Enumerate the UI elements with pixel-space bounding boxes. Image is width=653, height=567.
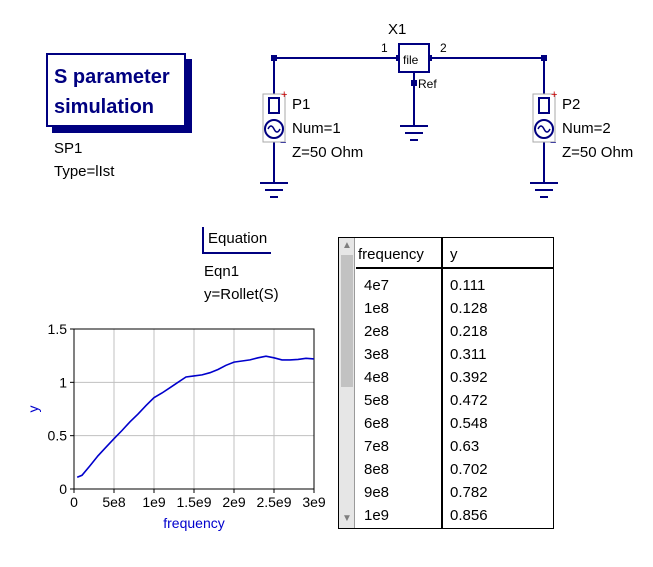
cell-y: 0.548	[450, 415, 488, 432]
cartesian-plot[interactable]: 0 5e8 1e9 1.5e9 2e9 2.5e9 3e9 0 0.5 1 1.5 frequen…	[0, 316, 330, 536]
equation-expression: y=Rollet(S)	[204, 286, 279, 303]
y-tick-label: 0.5	[48, 428, 68, 444]
cell-frequency: 7e8	[364, 438, 390, 455]
x-tick-label: 5e8	[102, 494, 126, 510]
cell-y: 0.702	[450, 461, 488, 478]
x1-pin2-label: 2	[440, 41, 447, 55]
p2-impedance: Z=50 Ohm	[562, 144, 634, 161]
junction-dot	[271, 55, 277, 61]
column-header-frequency: frequency	[358, 246, 424, 263]
chart-grid	[74, 329, 314, 489]
cell-y: 0.111	[450, 277, 486, 294]
p1-name: P1	[292, 96, 311, 113]
x-tick-label: 1e9	[142, 494, 166, 510]
cell-y: 0.311	[450, 346, 487, 363]
equation-block[interactable]: Equation	[202, 227, 272, 254]
chart-series	[76, 355, 315, 478]
junction-dot	[541, 55, 547, 61]
cell-frequency: 4e7	[364, 277, 390, 294]
p2-minus-marker: −	[550, 137, 556, 149]
cell-frequency: 2e8	[364, 323, 390, 340]
y-tick-label: 1.5	[48, 321, 68, 337]
cell-frequency: 9e8	[364, 484, 390, 501]
cell-frequency: 1e8	[364, 300, 390, 317]
cell-y: 0.392	[450, 369, 488, 386]
scroll-up-icon[interactable]: ▲	[342, 240, 352, 251]
equation-tag-label: Equation	[208, 230, 268, 247]
sim-title-line2: simulation	[54, 96, 155, 118]
p1-minus-marker: −	[280, 137, 286, 149]
cell-frequency: 4e8	[364, 369, 390, 386]
cell-y: 0.128	[450, 300, 488, 317]
x-tick-label: 1.5e9	[176, 494, 211, 510]
sine-icon	[267, 125, 281, 133]
p2-plus-marker: +	[551, 89, 557, 101]
ground-p1-icon	[260, 182, 288, 198]
y-tick-label: 1	[59, 374, 67, 390]
table-scrollbar[interactable]: ▲ ▼	[339, 238, 355, 528]
p2-num: Num=2	[562, 120, 611, 137]
wire-x1-p2[interactable]	[429, 57, 545, 140]
cell-frequency: 5e8	[364, 392, 390, 409]
cell-y: 0.472	[450, 392, 488, 409]
sine-icon	[537, 125, 551, 133]
x1-name: X1	[388, 21, 407, 38]
x-tick-labels: 0 5e8 1e9 1.5e9 2e9 2.5e9 3e9	[70, 489, 326, 510]
y-axis-label: y	[25, 406, 41, 413]
cell-frequency: 1e9	[364, 507, 390, 524]
scrollbar-thumb[interactable]	[341, 255, 353, 387]
table-header	[356, 238, 553, 269]
column-header-y: y	[450, 246, 458, 263]
p2-resistor	[538, 97, 550, 114]
ground-p2-icon	[530, 182, 558, 198]
p1-num: Num=1	[292, 120, 341, 137]
cell-frequency: 8e8	[364, 461, 390, 478]
x-tick-label: 2.5e9	[256, 494, 291, 510]
scroll-down-icon[interactable]: ▼	[342, 513, 352, 524]
x1-ref-label: Ref	[418, 77, 437, 91]
cell-frequency: 6e8	[364, 415, 390, 432]
p2-name: P2	[562, 96, 581, 113]
x1-body-label: file	[403, 53, 419, 67]
cell-frequency: 3e8	[364, 346, 390, 363]
x-tick-label: 3e9	[302, 494, 326, 510]
p1-symbol[interactable]	[262, 93, 286, 143]
p1-plus-marker: +	[281, 89, 287, 101]
p1-resistor	[268, 97, 280, 114]
x-tick-label: 0	[70, 494, 78, 510]
sim-type: Type=lIst	[54, 163, 115, 180]
p1-impedance: Z=50 Ohm	[292, 144, 364, 161]
sp-simulation-block[interactable]: S parameter simulation	[46, 53, 186, 127]
x1-body[interactable]	[398, 43, 430, 73]
x-tick-label: 2e9	[222, 494, 246, 510]
series-line[interactable]	[76, 355, 315, 478]
ground-x1-icon	[400, 125, 428, 141]
tabular-diagram[interactable]: ▲ ▼ frequency y 4e7 0.111 1e8 0.128 2e8 0.218…	[338, 237, 554, 529]
junction-dot	[411, 80, 417, 86]
sim-title-line1: S parameter	[54, 66, 170, 88]
column-separator	[441, 238, 443, 528]
equation-name: Eqn1	[204, 263, 240, 280]
x-axis-label: frequency	[163, 515, 224, 531]
sim-name: SP1	[54, 140, 83, 157]
cell-y: 0.63	[450, 438, 480, 455]
x1-pin1-label: 1	[381, 41, 388, 55]
y-tick-labels: 0 0.5 1 1.5	[48, 321, 74, 497]
cell-y: 0.782	[450, 484, 488, 501]
y-tick-label: 0	[59, 481, 67, 497]
cell-y: 0.856	[450, 507, 488, 524]
p2-symbol[interactable]	[532, 93, 556, 143]
cell-y: 0.218	[450, 323, 488, 340]
